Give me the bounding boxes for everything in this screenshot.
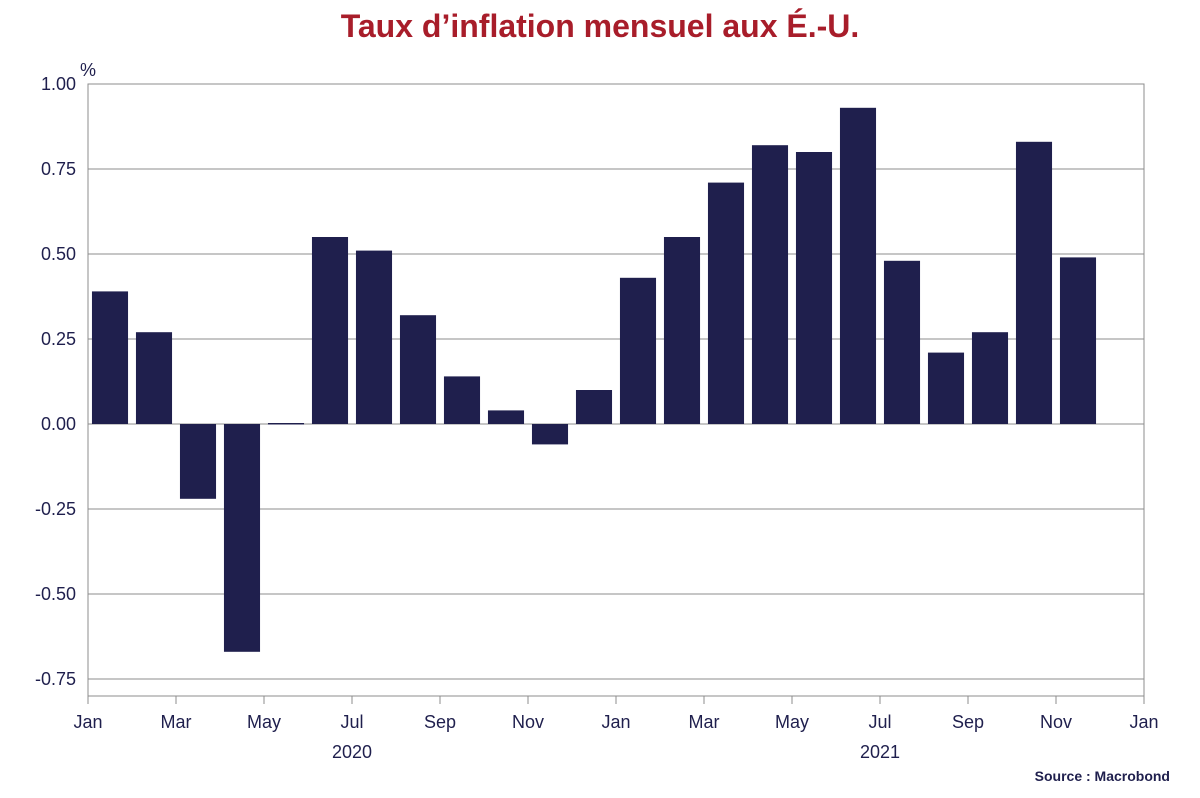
y-tick-label: -0.25	[35, 499, 76, 519]
bar	[267, 423, 305, 425]
bar	[795, 152, 833, 424]
bar	[223, 424, 261, 652]
chart-title: Taux d’inflation mensuel aux É.-U.	[340, 8, 860, 44]
x-tick-label: May	[775, 712, 809, 732]
x-tick-label: Sep	[424, 712, 456, 732]
bar	[707, 182, 745, 424]
bar	[663, 237, 701, 424]
bar	[575, 390, 613, 424]
bar	[135, 332, 173, 424]
x-tick-label: Mar	[689, 712, 720, 732]
x-tick-label: Jul	[868, 712, 891, 732]
y-tick-label: -0.75	[35, 669, 76, 689]
x-year-label: 2020	[332, 742, 372, 762]
bar	[883, 260, 921, 424]
bar	[487, 410, 525, 424]
bar	[355, 250, 393, 424]
x-tick-label: Jan	[1129, 712, 1158, 732]
bar	[179, 424, 217, 499]
bar	[399, 315, 437, 424]
bar	[839, 107, 877, 425]
x-tick-label: Sep	[952, 712, 984, 732]
x-tick-label: Nov	[512, 712, 544, 732]
y-tick-label: 0.25	[41, 329, 76, 349]
y-tick-label: 0.50	[41, 244, 76, 264]
y-tick-label: 0.00	[41, 414, 76, 434]
bar	[1015, 141, 1053, 425]
x-tick-label: May	[247, 712, 281, 732]
bar	[927, 352, 965, 424]
bar	[971, 332, 1009, 424]
y-tick-label: -0.50	[35, 584, 76, 604]
x-tick-label: Jan	[73, 712, 102, 732]
bar-layer	[91, 107, 1097, 652]
x-tick-label: Nov	[1040, 712, 1072, 732]
y-unit-label: %	[80, 60, 96, 80]
axis-layer: 1.00 0.75 0.50 0.25 0.00 -0.25 -0.50 -0.75 Jan Ma…	[35, 74, 1159, 762]
bar	[751, 145, 789, 424]
x-tick-label: Mar	[161, 712, 192, 732]
bar	[91, 291, 129, 424]
bar	[311, 237, 349, 424]
x-year-label: 2021	[860, 742, 900, 762]
x-tick-label: Jul	[340, 712, 363, 732]
bar	[443, 376, 481, 424]
bar	[531, 424, 569, 445]
y-tick-label: 1.00	[41, 74, 76, 94]
bar	[619, 277, 657, 424]
y-tick-label: 0.75	[41, 159, 76, 179]
source-note: Source : Macrobond	[1034, 768, 1170, 784]
grid-layer	[87, 83, 1145, 697]
x-tick-label: Jan	[601, 712, 630, 732]
bar	[1059, 257, 1097, 424]
